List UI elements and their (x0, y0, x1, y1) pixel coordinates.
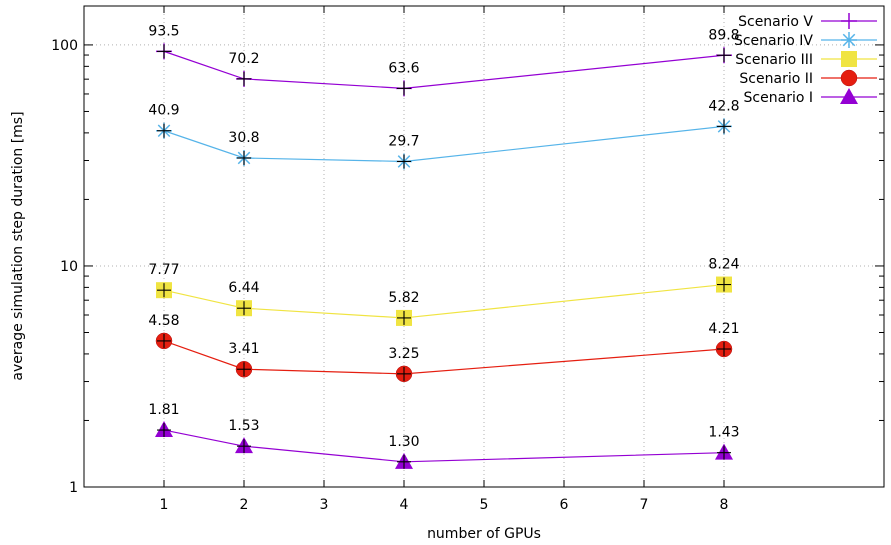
y-tick-label: 1 (69, 480, 78, 496)
data-point-cross (237, 150, 251, 165)
legend-marker (840, 88, 858, 104)
series-5: 1.81 1.53 1.30 1.43 (148, 402, 740, 469)
x-axis-label: number of GPUs (427, 526, 541, 542)
data-label: 8.24 (708, 257, 739, 273)
data-point-cross (717, 342, 731, 357)
data-label: 4.21 (708, 321, 739, 337)
series-line (163, 125, 725, 163)
x-tick-label: 1 (160, 497, 169, 513)
data-label: 1.81 (148, 402, 179, 418)
series-line (163, 50, 725, 89)
data-label: 42.8 (708, 98, 739, 114)
legend-marker (840, 69, 858, 87)
legend-item: Scenario III (735, 51, 877, 68)
y-tick-label: 10 (60, 259, 78, 275)
series-line (163, 429, 725, 463)
data-label: 1.43 (708, 425, 739, 441)
data-label: 29.7 (388, 133, 419, 149)
data-point-cross (237, 439, 251, 454)
legend-item: Scenario I (744, 88, 877, 106)
x-tick-label: 6 (560, 497, 569, 513)
series-2: 40.9 30.8 29.7 42.8 (148, 98, 740, 170)
x-tick-label: 7 (640, 497, 649, 513)
data-label: 7.77 (148, 262, 179, 278)
data-point-cross (717, 445, 731, 460)
legend-item: Scenario V (738, 13, 877, 30)
legend-label: Scenario V (738, 14, 813, 30)
x-tick-label: 8 (720, 497, 729, 513)
data-label: 1.30 (388, 434, 419, 450)
data-label: 3.25 (388, 346, 419, 362)
data-label: 70.2 (228, 51, 259, 67)
x-tick-label: 5 (480, 497, 489, 513)
legend: Scenario V Scenario IV Scenario III Scenari… (734, 13, 877, 106)
x-tick-label: 3 (320, 497, 329, 513)
y-tick-label: 100 (51, 38, 78, 54)
series-4: 4.58 3.41 3.25 4.21 (148, 313, 740, 383)
series-line (163, 283, 725, 319)
data-point-cross (237, 301, 251, 316)
data-point-cross (717, 277, 731, 292)
data-point-cross (397, 81, 411, 96)
data-label: 3.41 (228, 341, 259, 357)
data-label: 30.8 (228, 130, 259, 146)
data-point-cross (397, 366, 411, 381)
series-layer: 93.5 70.2 63.6 89.8 40.9 30.8 29.7 42.8 7.77 6.44… (148, 23, 740, 469)
data-label: 1.53 (228, 418, 259, 434)
data-point-cross (397, 454, 411, 469)
legend-label: Scenario I (744, 90, 813, 106)
ticks: 1 2 3 4 5 6 7 8 1 10 100 (51, 6, 884, 513)
data-point-cross (237, 362, 251, 377)
data-label: 93.5 (148, 23, 179, 39)
data-point-cross (237, 71, 251, 86)
data-point-cross (157, 423, 171, 438)
legend-label: Scenario III (735, 52, 813, 68)
data-label: 5.82 (388, 290, 419, 306)
series-3: 7.77 6.44 5.82 8.24 (148, 257, 740, 326)
data-label: 89.8 (708, 27, 739, 43)
legend-marker (841, 51, 857, 67)
series-1: 93.5 70.2 63.6 89.8 (148, 23, 740, 97)
data-label: 63.6 (388, 60, 419, 76)
data-point-cross (157, 283, 171, 298)
legend-label: Scenario IV (734, 33, 813, 49)
legend-label: Scenario II (739, 71, 813, 87)
data-point-cross (157, 44, 171, 59)
legend-item: Scenario II (739, 69, 877, 87)
data-point-cross (157, 123, 171, 138)
data-point-cross (397, 154, 411, 169)
data-label: 40.9 (148, 103, 179, 119)
y-axis-label: average simulation step duration [ms] (10, 111, 26, 380)
legend-marker (841, 32, 857, 48)
data-label: 4.58 (148, 313, 179, 329)
data-point-cross (397, 310, 411, 325)
series-line (163, 340, 725, 375)
legend-item: Scenario IV (734, 32, 877, 49)
data-point-cross (717, 119, 731, 134)
x-tick-label: 4 (400, 497, 409, 513)
data-point-cross (717, 48, 731, 63)
data-point-cross (157, 333, 171, 348)
legend-marker (841, 13, 857, 29)
x-tick-label: 2 (240, 497, 249, 513)
data-label: 6.44 (228, 280, 259, 296)
